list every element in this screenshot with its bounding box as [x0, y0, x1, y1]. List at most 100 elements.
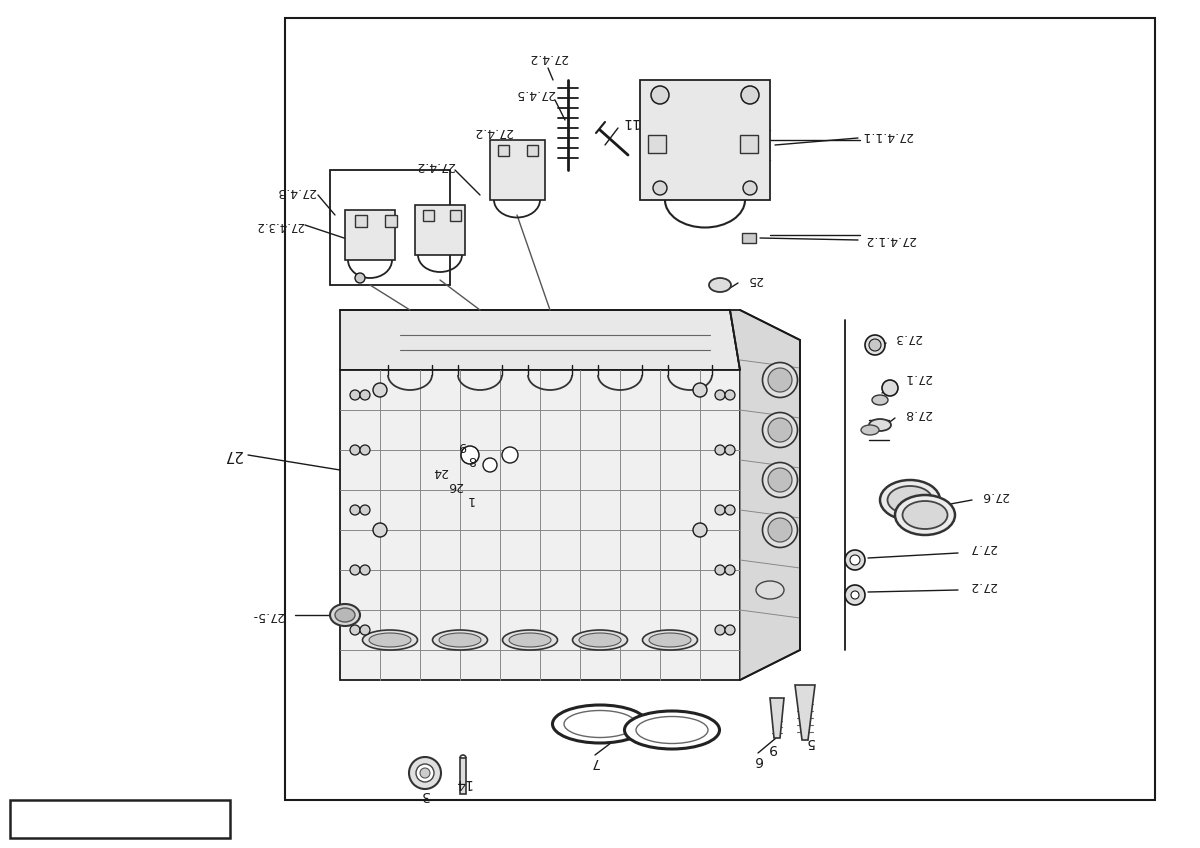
Ellipse shape: [335, 608, 355, 622]
Text: 27.4.5: 27.4.5: [515, 86, 554, 99]
Ellipse shape: [862, 425, 878, 435]
Ellipse shape: [649, 633, 691, 647]
Circle shape: [360, 445, 370, 455]
Ellipse shape: [439, 633, 481, 647]
Bar: [450, 210, 461, 221]
Ellipse shape: [624, 711, 720, 749]
Ellipse shape: [762, 412, 798, 448]
Bar: [742, 233, 756, 243]
Polygon shape: [340, 370, 740, 680]
Text: 25: 25: [748, 274, 763, 287]
Ellipse shape: [642, 630, 697, 650]
Text: 9: 9: [458, 438, 466, 451]
Ellipse shape: [756, 581, 784, 599]
Circle shape: [845, 585, 865, 605]
Circle shape: [850, 555, 860, 565]
Ellipse shape: [330, 604, 360, 626]
Circle shape: [350, 390, 360, 400]
Circle shape: [360, 390, 370, 400]
Bar: [527, 145, 538, 156]
Bar: [498, 145, 509, 156]
Bar: [740, 135, 758, 153]
Polygon shape: [770, 698, 784, 738]
Ellipse shape: [636, 717, 708, 744]
Circle shape: [882, 380, 898, 396]
Ellipse shape: [564, 711, 636, 738]
Ellipse shape: [768, 368, 792, 392]
Circle shape: [482, 458, 497, 472]
Text: 27.4.2: 27.4.2: [473, 126, 512, 138]
Polygon shape: [490, 140, 545, 200]
Circle shape: [715, 505, 725, 515]
Ellipse shape: [709, 278, 731, 292]
Ellipse shape: [509, 633, 551, 647]
Circle shape: [373, 523, 386, 537]
Circle shape: [869, 339, 881, 351]
Text: 27.4.2: 27.4.2: [528, 52, 568, 64]
Polygon shape: [640, 80, 770, 200]
Circle shape: [653, 181, 667, 195]
Ellipse shape: [888, 486, 932, 514]
Text: 8: 8: [468, 454, 476, 466]
Bar: [10, 800, 230, 838]
Text: 1: 1: [466, 493, 474, 505]
Text: 14: 14: [454, 776, 472, 790]
Circle shape: [502, 447, 518, 463]
Ellipse shape: [768, 518, 792, 542]
Text: 27.4.1.1: 27.4.1.1: [862, 129, 913, 142]
Ellipse shape: [503, 630, 558, 650]
Text: 27.3: 27.3: [894, 332, 922, 344]
Circle shape: [725, 445, 734, 455]
Text: 27.4.3: 27.4.3: [276, 186, 316, 198]
Text: 27: 27: [222, 448, 241, 462]
Text: 27.4.2: 27.4.2: [415, 159, 455, 171]
Text: 27.7: 27.7: [970, 542, 997, 555]
Circle shape: [360, 505, 370, 515]
Circle shape: [355, 273, 365, 283]
Ellipse shape: [762, 462, 798, 498]
Circle shape: [845, 550, 865, 570]
Text: 7: 7: [590, 755, 599, 769]
Text: 27.2: 27.2: [970, 578, 997, 592]
Text: 3: 3: [421, 788, 430, 802]
Ellipse shape: [362, 630, 418, 650]
Text: 27.6: 27.6: [982, 488, 1009, 501]
Text: 11: 11: [622, 115, 638, 129]
Polygon shape: [340, 310, 740, 370]
Ellipse shape: [895, 495, 955, 535]
Ellipse shape: [762, 362, 798, 398]
Polygon shape: [415, 205, 466, 255]
Circle shape: [416, 764, 434, 782]
Text: 5: 5: [805, 735, 815, 749]
Circle shape: [694, 383, 707, 397]
Ellipse shape: [432, 630, 487, 650]
Bar: [286, 18, 1154, 800]
Circle shape: [742, 86, 760, 104]
Circle shape: [373, 383, 386, 397]
Text: 27.4.3.2: 27.4.3.2: [256, 219, 305, 232]
Circle shape: [350, 625, 360, 635]
Circle shape: [725, 390, 734, 400]
Ellipse shape: [768, 418, 792, 442]
Polygon shape: [730, 310, 800, 680]
Ellipse shape: [768, 468, 792, 492]
Ellipse shape: [580, 633, 622, 647]
Text: 24: 24: [432, 466, 448, 478]
Circle shape: [694, 523, 707, 537]
Circle shape: [743, 181, 757, 195]
Circle shape: [715, 445, 725, 455]
Bar: [424, 210, 434, 221]
Circle shape: [350, 505, 360, 515]
Text: 27.5-: 27.5-: [252, 609, 284, 622]
Circle shape: [725, 565, 734, 575]
Ellipse shape: [869, 419, 890, 431]
Text: 6: 6: [754, 753, 762, 767]
Circle shape: [350, 445, 360, 455]
Text: 27.4.1.2: 27.4.1.2: [864, 233, 916, 247]
Circle shape: [650, 86, 670, 104]
Circle shape: [715, 390, 725, 400]
Circle shape: [420, 768, 430, 778]
Text: 9: 9: [768, 741, 778, 755]
Bar: [355, 215, 367, 227]
Bar: [330, 170, 450, 285]
